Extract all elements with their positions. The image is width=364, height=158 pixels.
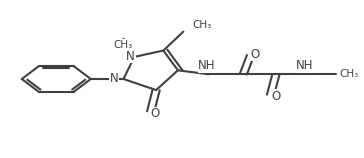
Text: O: O: [150, 107, 160, 120]
Text: O: O: [251, 48, 260, 61]
Text: NH: NH: [296, 59, 314, 72]
Text: N: N: [126, 50, 135, 63]
Text: NH: NH: [198, 59, 216, 72]
Text: CH₃: CH₃: [193, 20, 212, 30]
Text: CH₃: CH₃: [340, 69, 359, 79]
Text: O: O: [271, 90, 281, 103]
Text: CH₃: CH₃: [114, 40, 133, 50]
Text: N: N: [110, 73, 119, 85]
